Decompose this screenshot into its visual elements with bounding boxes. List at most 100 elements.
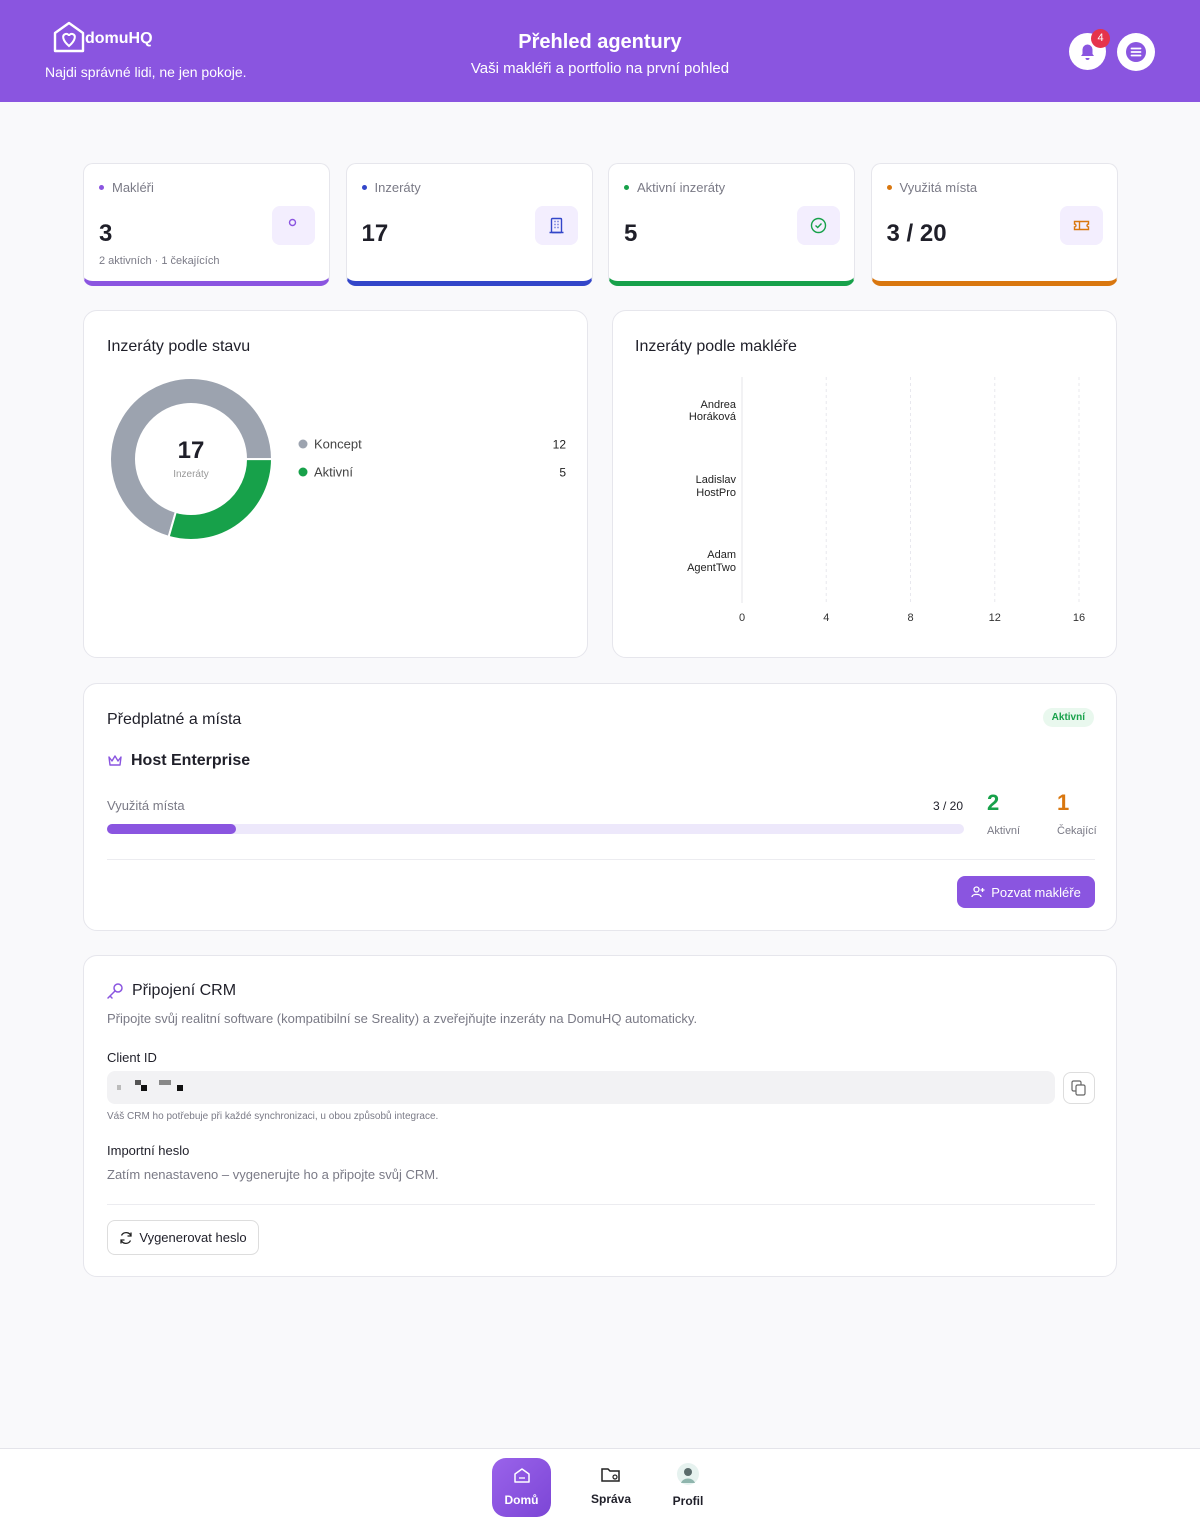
divider bbox=[107, 1204, 1095, 1205]
chart-title: Inzeráty podle makléře bbox=[635, 338, 797, 355]
x-tick-label: 8 bbox=[907, 612, 913, 624]
button-label: Vygenerovat heslo bbox=[139, 1230, 247, 1245]
nav-label: Správa bbox=[590, 1492, 632, 1506]
logo-icon bbox=[53, 21, 85, 53]
stat-icon bbox=[810, 217, 827, 234]
menu-button[interactable] bbox=[1117, 33, 1155, 71]
nav-label: Domů bbox=[504, 1493, 539, 1507]
refresh-icon bbox=[120, 1231, 133, 1244]
y-tick-label: Adam AgentTwo bbox=[687, 549, 736, 574]
pending-label: Čekající bbox=[1057, 825, 1097, 837]
chart-title: Inzeráty podle stavu bbox=[107, 338, 251, 355]
stat-icon-box bbox=[534, 206, 578, 245]
pending-count: 1 bbox=[1057, 790, 1070, 815]
legend-dot bbox=[298, 467, 308, 477]
stat-dot bbox=[886, 185, 892, 190]
stat-dot bbox=[99, 185, 104, 190]
seats-label: Využitá místa bbox=[107, 798, 185, 813]
subscription-card: Předplatné a místa Aktivní Host Enterpri… bbox=[83, 683, 1117, 931]
stat-label: Makléři bbox=[112, 180, 154, 195]
x-tick-label: 0 bbox=[739, 612, 745, 624]
stat-label: Aktivní inzeráty bbox=[637, 180, 726, 195]
nav-profile[interactable]: Profil bbox=[658, 1463, 718, 1513]
invite-button[interactable]: Pozvat makléře bbox=[957, 876, 1095, 908]
donut-center-label: Inzeráty bbox=[173, 469, 209, 480]
legend-dot bbox=[298, 439, 308, 449]
x-tick-label: 16 bbox=[1073, 612, 1085, 624]
section-title: Připojení CRM bbox=[132, 982, 237, 999]
crm-description: Připojte svůj realitní software (kompati… bbox=[107, 1011, 698, 1026]
bell-icon bbox=[1081, 44, 1094, 60]
stat-card: Makléři 3 2 aktivních · 1 čekajících bbox=[83, 163, 330, 286]
stat-icon-box bbox=[797, 206, 840, 245]
field-hint: Váš CRM ho potřebuje při každé synchroni… bbox=[107, 1111, 439, 1122]
seats-track bbox=[107, 824, 964, 834]
seats-fill bbox=[107, 824, 236, 834]
stat-card: Inzeráty 17 bbox=[345, 163, 593, 286]
legend-label: Aktivní bbox=[314, 465, 353, 480]
legend-value: 5 bbox=[559, 466, 566, 480]
crown-icon bbox=[108, 755, 122, 766]
nav-label: Profil bbox=[672, 1494, 704, 1508]
seats-value: 3 / 20 bbox=[932, 799, 963, 813]
active-count: 2 bbox=[987, 790, 1000, 815]
stat-icon-box bbox=[272, 206, 315, 245]
bottom-nav: Domů Správa Profil bbox=[0, 1448, 1200, 1525]
stat-label: Inzeráty bbox=[374, 180, 421, 195]
field-label: Importní heslo bbox=[107, 1143, 190, 1158]
legend-value: 12 bbox=[553, 438, 567, 452]
x-tick-label: 12 bbox=[989, 612, 1001, 624]
divider bbox=[107, 859, 1095, 860]
stat-label: Využitá místa bbox=[899, 180, 978, 195]
donut-segment bbox=[167, 458, 274, 541]
broker-chart-card: Inzeráty podle makléře 0 4 8 12 16 Andrea Hor… bbox=[612, 310, 1117, 658]
key-icon bbox=[107, 983, 123, 999]
header: domuHQ Najdi správné lidi, ne jen pokoje… bbox=[0, 0, 1200, 102]
masked-value bbox=[117, 1080, 183, 1091]
stat-icon bbox=[549, 217, 563, 234]
password-status: Zatím nenastaveno – vygenerujte ho a při… bbox=[107, 1167, 439, 1182]
avatar bbox=[677, 1463, 699, 1485]
crm-card: Připojení CRM Připojte svůj realitní sof… bbox=[83, 955, 1117, 1277]
stat-value: 3 / 20 bbox=[886, 220, 947, 247]
bar-chart: 0 4 8 12 16 bbox=[739, 377, 1085, 624]
folder-icon bbox=[601, 1468, 620, 1482]
y-tick-label: Andrea Horáková bbox=[688, 398, 736, 424]
stat-card: Využitá místa 3 / 20 bbox=[870, 163, 1118, 286]
client-id-field[interactable] bbox=[107, 1071, 1055, 1104]
user-plus-icon bbox=[971, 886, 985, 898]
section-title: Předplatné a místa bbox=[107, 711, 242, 728]
plan-name: Host Enterprise bbox=[131, 752, 251, 769]
y-tick-label: Ladislav HostPro bbox=[695, 474, 736, 499]
nav-manage[interactable]: Správa bbox=[581, 1463, 641, 1513]
stat-value: 5 bbox=[624, 220, 638, 247]
donut-segment bbox=[109, 377, 274, 539]
field-label: Client ID bbox=[107, 1050, 157, 1065]
donut-center-value: 17 bbox=[178, 437, 205, 464]
notification-badge: 4 bbox=[1091, 29, 1110, 48]
copy-icon bbox=[1071, 1080, 1086, 1096]
button-label: Pozvat makléře bbox=[991, 884, 1081, 900]
nav-home[interactable]: Domů bbox=[492, 1458, 551, 1517]
stat-dot bbox=[624, 185, 629, 190]
legend-label: Koncept bbox=[314, 437, 362, 452]
stat-note: 2 aktivních · 1 čekajících bbox=[99, 255, 220, 267]
stat-icon-box bbox=[1059, 206, 1103, 245]
copy-button[interactable] bbox=[1063, 1072, 1095, 1104]
stat-icon bbox=[288, 218, 297, 227]
home-icon bbox=[514, 1468, 530, 1483]
logo: domuHQ bbox=[85, 30, 153, 47]
stat-icon bbox=[1073, 220, 1089, 231]
menu-icon bbox=[1126, 42, 1146, 62]
donut-chart: Koncept 12 Aktivní 5 17 Inzeráty bbox=[109, 377, 567, 541]
stat-value: 17 bbox=[361, 220, 389, 247]
active-label: Aktivní bbox=[987, 825, 1021, 837]
page-subtitle: Vaši makléři a portfolio na první pohled bbox=[470, 60, 730, 77]
stat-dot bbox=[361, 185, 367, 190]
status-chart-card: Inzeráty podle stavu Koncept 12 Aktivní 5 17… bbox=[83, 310, 588, 658]
stat-card: Aktivní inzeráty 5 bbox=[608, 163, 855, 286]
generate-button[interactable]: Vygenerovat heslo bbox=[107, 1220, 259, 1255]
stat-value: 3 bbox=[99, 220, 113, 247]
status-badge: Aktivní bbox=[1042, 708, 1094, 727]
